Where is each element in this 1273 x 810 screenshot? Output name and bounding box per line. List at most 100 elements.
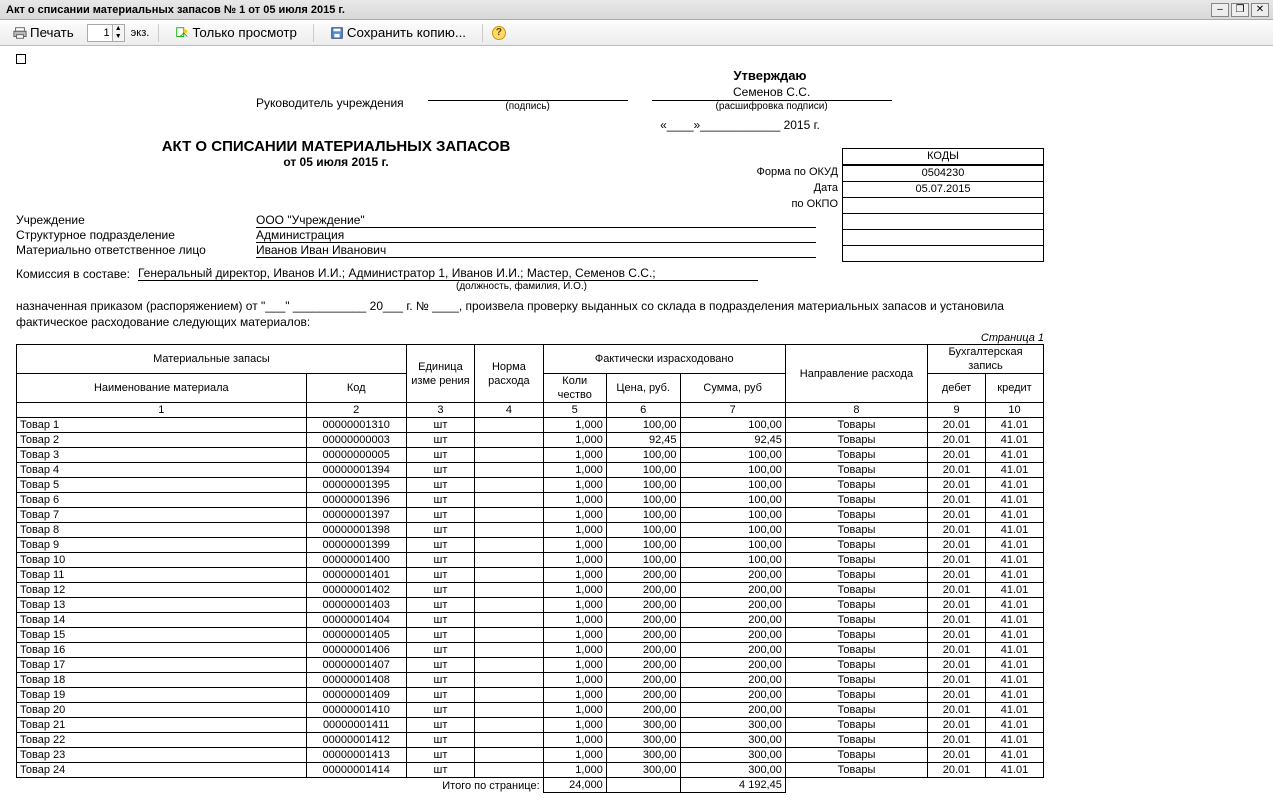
cell-unit: шт xyxy=(406,493,474,508)
table-row: Товар 1000000001400шт1,000100,00100,00То… xyxy=(17,553,1044,568)
cell-code: 00000001409 xyxy=(306,688,406,703)
cell-unit: шт xyxy=(406,643,474,658)
cell-sum: 100,00 xyxy=(680,538,785,553)
cell-price: 200,00 xyxy=(606,583,680,598)
cell-qty: 1,000 xyxy=(543,523,606,538)
colnum-2: 2 xyxy=(306,403,406,418)
spin-down[interactable]: ▼ xyxy=(112,33,124,41)
cell-name: Товар 21 xyxy=(17,718,307,733)
maximize-button[interactable]: ❐ xyxy=(1231,3,1249,17)
table-row: Товар 600000001396шт1,000100,00100,00Тов… xyxy=(17,493,1044,508)
form-value: 0504230 xyxy=(843,165,1043,181)
cell-credit: 41.01 xyxy=(985,538,1043,553)
cell-credit: 41.01 xyxy=(985,553,1043,568)
cell-credit: 41.01 xyxy=(985,568,1043,583)
cell-qty: 1,000 xyxy=(543,703,606,718)
cell-code: 00000001410 xyxy=(306,703,406,718)
preview-label: Только просмотр xyxy=(192,25,297,40)
cell-code: 00000001413 xyxy=(306,748,406,763)
preview-icon xyxy=(175,26,189,40)
page-corner-mark xyxy=(16,54,26,64)
colnum-5: 5 xyxy=(543,403,606,418)
cell-price: 300,00 xyxy=(606,733,680,748)
cell-unit: шт xyxy=(406,448,474,463)
th-price: Цена, руб. xyxy=(606,374,680,403)
cell-qty: 1,000 xyxy=(543,433,606,448)
cell-debit: 20.01 xyxy=(928,688,986,703)
cell-price: 200,00 xyxy=(606,673,680,688)
cell-code: 00000001402 xyxy=(306,583,406,598)
signature-sub: (подпись) xyxy=(428,101,628,112)
cell-unit: шт xyxy=(406,508,474,523)
cell-norm xyxy=(475,658,543,673)
table-row: Товар 100000001310шт1,000100,00100,00Тов… xyxy=(17,418,1044,433)
th-direction: Направление расхода xyxy=(785,345,927,403)
responsible-value: Иванов Иван Иванович xyxy=(256,243,816,258)
copies-input[interactable] xyxy=(88,27,112,39)
save-icon xyxy=(330,26,344,40)
cell-code: 00000001414 xyxy=(306,763,406,778)
total-sum: 4 192,45 xyxy=(680,778,785,793)
document-scroll[interactable]: Утверждаю Руководитель учреждения (подпи… xyxy=(0,46,1256,810)
form-label: Форма по ОКУД xyxy=(757,164,839,180)
copies-spinner[interactable]: ▲ ▼ xyxy=(87,24,125,42)
table-row: Товар 1900000001409шт1,000200,00200,00То… xyxy=(17,688,1044,703)
cell-qty: 1,000 xyxy=(543,733,606,748)
cell-debit: 20.01 xyxy=(928,553,986,568)
cell-debit: 20.01 xyxy=(928,628,986,643)
cell-credit: 41.01 xyxy=(985,418,1043,433)
cell-unit: шт xyxy=(406,433,474,448)
cell-direction: Товары xyxy=(785,733,927,748)
document-area: Утверждаю Руководитель учреждения (подпи… xyxy=(0,46,1273,810)
cell-unit: шт xyxy=(406,478,474,493)
cell-credit: 41.01 xyxy=(985,478,1043,493)
close-button[interactable]: ✕ xyxy=(1251,3,1269,17)
cell-sum: 300,00 xyxy=(680,718,785,733)
table-row: Товар 1800000001408шт1,000200,00200,00То… xyxy=(17,673,1044,688)
help-icon[interactable]: ? xyxy=(492,26,506,40)
table-row: Товар 2100000001411шт1,000300,00300,00То… xyxy=(17,718,1044,733)
cell-credit: 41.01 xyxy=(985,613,1043,628)
cell-direction: Товары xyxy=(785,508,927,523)
cell-unit: шт xyxy=(406,583,474,598)
cell-sum: 100,00 xyxy=(680,493,785,508)
institution-label: Учреждение xyxy=(16,213,252,228)
minimize-button[interactable]: – xyxy=(1211,3,1229,17)
th-qty: Коли чество xyxy=(543,374,606,403)
total-price-blank xyxy=(606,778,680,793)
cell-unit: шт xyxy=(406,673,474,688)
order-text: назначенная приказом (распоряжением) от … xyxy=(16,298,1044,330)
cell-sum: 200,00 xyxy=(680,643,785,658)
total-label: Итого по странице: xyxy=(17,778,544,793)
cell-qty: 1,000 xyxy=(543,448,606,463)
cell-name: Товар 13 xyxy=(17,598,307,613)
toolbar-separator-2 xyxy=(313,24,314,42)
cell-debit: 20.01 xyxy=(928,508,986,523)
cell-credit: 41.01 xyxy=(985,463,1043,478)
th-name: Наименование материала xyxy=(17,374,307,403)
cell-code: 00000001394 xyxy=(306,463,406,478)
cell-unit: шт xyxy=(406,628,474,643)
code-date-value: 05.07.2015 xyxy=(843,181,1043,197)
cell-price: 100,00 xyxy=(606,448,680,463)
cell-sum: 200,00 xyxy=(680,658,785,673)
th-credit: кредит xyxy=(985,374,1043,403)
cell-name: Товар 6 xyxy=(17,493,307,508)
approval-date: «____»____________ 2015 г. xyxy=(436,118,1044,132)
approval-row: Руководитель учреждения (подпись) Семено… xyxy=(256,85,1044,112)
cell-norm xyxy=(475,478,543,493)
cell-norm xyxy=(475,568,543,583)
cell-code: 00000001412 xyxy=(306,733,406,748)
print-button[interactable]: Печать xyxy=(6,22,81,43)
save-copy-button[interactable]: Сохранить копию... xyxy=(323,22,473,43)
cell-direction: Товары xyxy=(785,448,927,463)
cell-sum: 300,00 xyxy=(680,763,785,778)
cell-name: Товар 4 xyxy=(17,463,307,478)
cell-credit: 41.01 xyxy=(985,703,1043,718)
cell-price: 100,00 xyxy=(606,493,680,508)
spin-up[interactable]: ▲ xyxy=(112,25,124,33)
cell-qty: 1,000 xyxy=(543,598,606,613)
preview-only-button[interactable]: Только просмотр xyxy=(168,22,304,43)
cell-name: Товар 11 xyxy=(17,568,307,583)
table-body: Товар 100000001310шт1,000100,00100,00Тов… xyxy=(17,418,1044,778)
